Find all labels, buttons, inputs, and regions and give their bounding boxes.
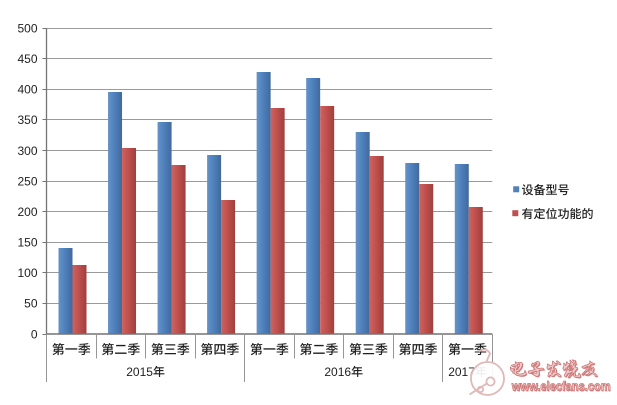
svg-text:150: 150 <box>17 236 37 250</box>
svg-text:50: 50 <box>24 297 38 311</box>
svg-text:400: 400 <box>17 83 37 97</box>
svg-text:2015: 2015 <box>126 365 153 379</box>
svg-text:2017: 2017 <box>448 365 475 379</box>
svg-text:300: 300 <box>17 144 37 158</box>
svg-text:0: 0 <box>31 327 38 341</box>
svg-text:100: 100 <box>17 266 37 280</box>
svg-text:www.elecfans.com: www.elecfans.com <box>512 379 611 394</box>
svg-text:200: 200 <box>17 205 37 219</box>
svg-text:www.elecfans.com: www.elecfans.com <box>511 379 611 394</box>
svg-text:500: 500 <box>17 22 37 36</box>
svg-text:2016: 2016 <box>324 365 351 379</box>
svg-text:350: 350 <box>17 113 37 127</box>
svg-text:450: 450 <box>17 52 37 66</box>
svg-text:250: 250 <box>17 174 37 188</box>
